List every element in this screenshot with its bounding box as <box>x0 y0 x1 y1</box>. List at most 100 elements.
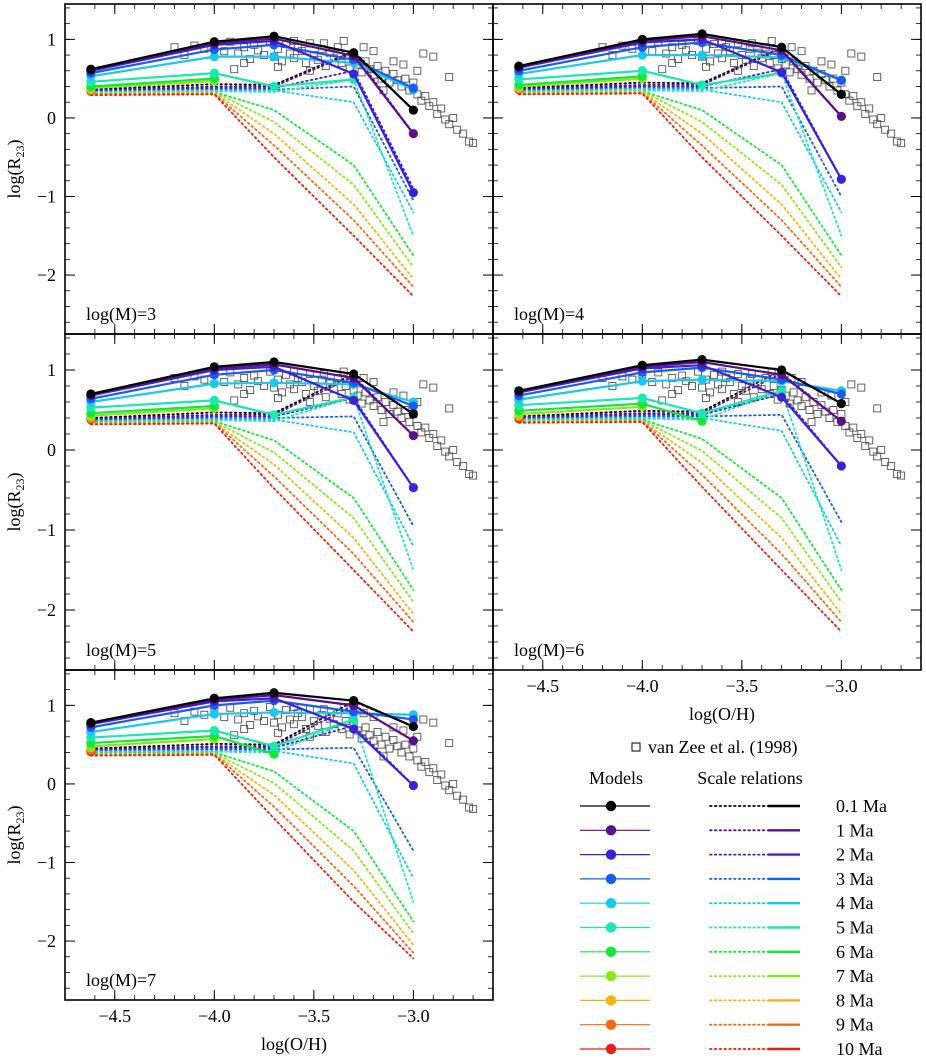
y-tick-label: −1 <box>37 520 56 540</box>
observation-point <box>441 781 450 790</box>
legend-model-dot <box>605 800 617 812</box>
observation-point <box>240 374 249 382</box>
model-point-0.1 Ma <box>86 389 96 399</box>
observation-point <box>845 428 854 437</box>
observation-point <box>289 385 298 394</box>
observation-point <box>797 47 806 56</box>
observation-point <box>662 49 671 58</box>
observation-point <box>429 718 438 727</box>
model-point-2 Ma <box>836 174 846 184</box>
y-axis-title-subscript: 23 <box>13 145 27 157</box>
model-point-5 Ma <box>697 80 707 90</box>
model-line-5 Ma <box>90 72 354 88</box>
observation-point <box>385 744 394 753</box>
panel-frame <box>64 333 494 671</box>
observation-point <box>381 732 390 741</box>
observation-point <box>449 113 458 122</box>
legend-age-label: 10 Ma <box>836 1039 883 1059</box>
observation-point <box>845 96 854 105</box>
observation-point <box>429 383 438 392</box>
scale-relation-line-6 Ma <box>89 420 415 591</box>
model-line-7 Ma <box>518 77 643 88</box>
observation-point <box>668 43 677 52</box>
observation-point <box>713 49 722 58</box>
observation-point <box>365 731 374 740</box>
observation-point <box>873 452 882 461</box>
observation-point <box>401 740 410 749</box>
observation-point <box>425 434 434 442</box>
model-line-5 Ma <box>518 69 782 87</box>
scale-relation-line-4 Ma <box>517 417 843 547</box>
model-line-7 Ma <box>90 407 215 417</box>
observation-point <box>789 388 798 397</box>
observation-point <box>749 62 758 71</box>
observation-point <box>289 720 298 729</box>
observation-point <box>369 736 378 745</box>
observation-point <box>321 393 330 402</box>
y-tick-label: 0 <box>47 440 56 460</box>
panel-frame <box>492 333 922 671</box>
observation-point <box>405 418 414 426</box>
observation-point <box>702 62 710 71</box>
observation-point <box>180 382 189 390</box>
model-point-0.1 Ma <box>514 386 524 396</box>
observation-point <box>813 78 822 87</box>
observation-point <box>399 60 408 69</box>
observation-point <box>897 471 906 480</box>
observation-point <box>841 66 850 75</box>
model-point-1 Ma <box>408 736 418 746</box>
observation-point <box>278 723 286 732</box>
model-point-1 Ma <box>836 416 846 426</box>
observation-point <box>465 803 474 812</box>
legend-age-label: 2 Ma <box>836 845 874 865</box>
model-point-3 Ma <box>836 75 846 85</box>
y-axis-title: log(R23) <box>4 472 27 531</box>
observation-point <box>260 717 269 726</box>
observation-point <box>813 410 822 418</box>
observation-point <box>769 382 778 390</box>
observation-point <box>465 470 474 478</box>
observation-point <box>421 757 430 766</box>
observation-point <box>433 442 442 450</box>
observation-point <box>445 452 454 461</box>
model-point-1 Ma <box>408 129 418 139</box>
observation-point <box>359 43 368 52</box>
y-axis-title-close: ) <box>4 139 25 145</box>
legend-age-label: 1 Ma <box>836 820 874 840</box>
observation-point <box>240 724 249 733</box>
model-point-4 Ma <box>209 379 219 389</box>
panel-2: log(M)=4 <box>492 3 922 335</box>
observation-point <box>837 410 846 418</box>
legend: van Zee et al. (1998) Models Scale relat… <box>580 737 887 1059</box>
observation-point <box>847 380 856 389</box>
observation-point <box>767 36 776 45</box>
model-point-5 Ma <box>777 386 787 396</box>
model-point-0.1 Ma <box>209 362 219 372</box>
observation-point <box>220 378 229 386</box>
observation-point <box>369 47 378 56</box>
observation-point <box>429 764 438 773</box>
observation-point <box>437 104 446 113</box>
legend-age-label: 7 Ma <box>836 966 874 986</box>
scale-relation-line-10 Ma <box>89 753 415 960</box>
model-point-5 Ma <box>209 725 219 736</box>
panel-frame <box>64 3 494 335</box>
observation-point <box>301 58 310 67</box>
scale-relation-line-9 Ma <box>89 753 415 954</box>
observation-point <box>313 386 322 395</box>
scale-relation-line-5 Ma <box>517 72 843 237</box>
scale-relation-line-8 Ma <box>517 420 843 615</box>
model-point-6 Ma <box>697 416 707 426</box>
legend-observation-label: van Zee et al. (1998) <box>648 737 797 758</box>
observation-point <box>781 60 790 69</box>
observation-point <box>309 717 318 726</box>
legend-model-dot <box>605 970 617 982</box>
observation-point <box>389 57 398 66</box>
observation-point <box>887 129 896 138</box>
legend-age-label: 4 Ma <box>836 893 874 913</box>
observation-point <box>725 378 734 386</box>
observation-point <box>893 137 902 146</box>
model-point-0.1 Ma <box>349 48 359 58</box>
observation-point <box>240 390 249 398</box>
observation-point <box>706 388 714 397</box>
